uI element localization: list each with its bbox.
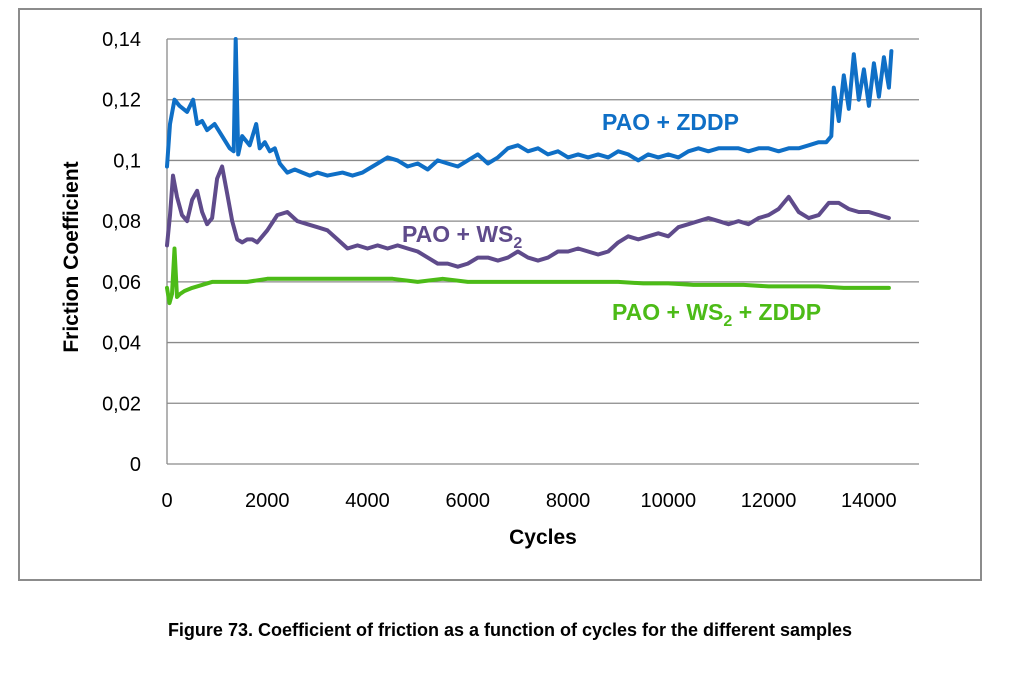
y-tick-label: 0,06: [102, 272, 141, 294]
y-tick-labels: 0 0,02 0,04 0,06 0,08 0,1 0,12 0,14: [102, 29, 141, 476]
series-label-subscript: 2: [513, 235, 522, 252]
series-line-pao-ws2: [165, 164, 891, 269]
y-tick-label: 0,14: [102, 29, 141, 51]
x-tick-label: 8000: [546, 490, 591, 512]
x-tick-label: 14000: [841, 490, 897, 512]
series-label-pao-zddp: PAO + ZDDP: [602, 109, 739, 135]
series-label-pao-ws2: PAO + WS2: [402, 221, 522, 252]
series-line-pao-ws2-zddp: [165, 246, 891, 306]
series-label-pao-ws2-zddp: PAO + WS2 + ZDDP: [612, 299, 821, 330]
series-label-subscript: 2: [723, 313, 732, 330]
y-tick-label: 0: [130, 454, 141, 476]
grid-lines: [166, 38, 919, 465]
series-line-pao-zddp: [165, 37, 894, 178]
figure-caption: Figure 73. Coefficient of friction as a …: [167, 620, 853, 640]
x-tick-label: 2000: [245, 490, 290, 512]
chart-frame: 0 0,02 0,04 0,06 0,08 0,1 0,12 0,14 0 2000 4000 60…: [18, 8, 982, 581]
series-label-main: PAO + WS: [402, 221, 513, 247]
series-label-main: PAO + ZDDP: [602, 109, 739, 135]
x-tick-label: 10000: [641, 490, 697, 512]
y-tick-label: 0,02: [102, 393, 141, 415]
y-tick-label: 0,08: [102, 211, 141, 233]
y-axis-title: Friction Coefficient: [60, 161, 83, 352]
x-axis-title: Cycles: [509, 526, 577, 549]
series-label-tail: + ZDDP: [732, 299, 821, 325]
x-tick-label: 0: [161, 490, 172, 512]
x-tick-label: 12000: [741, 490, 797, 512]
y-tick-label: 0,12: [102, 90, 141, 112]
line-chart: 0 0,02 0,04 0,06 0,08 0,1 0,12 0,14 0 2000 4000 60…: [60, 29, 919, 549]
x-tick-label: 6000: [446, 490, 491, 512]
y-tick-label: 0,04: [102, 333, 141, 355]
x-tick-labels: 0 2000 4000 6000 8000 10000 12000 14000: [161, 490, 896, 512]
series-label-main: PAO + WS: [612, 299, 723, 325]
y-tick-label: 0,1: [113, 150, 141, 172]
series-lines: [165, 37, 894, 306]
x-tick-label: 4000: [345, 490, 390, 512]
